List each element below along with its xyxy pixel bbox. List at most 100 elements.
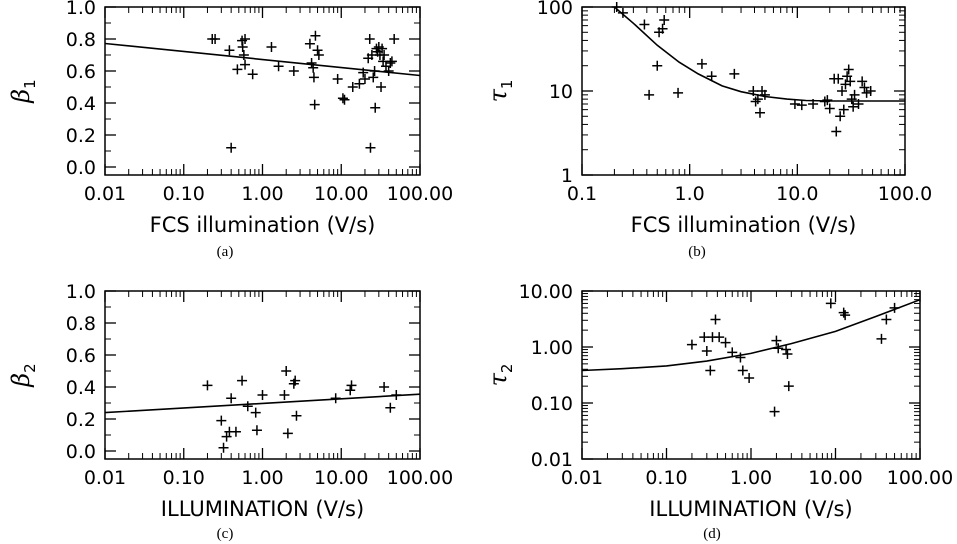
data-point <box>359 74 370 84</box>
data-point <box>291 410 302 421</box>
y-axis-symbol: τ <box>484 372 512 386</box>
y-tick-label: 1.0 <box>66 281 96 303</box>
y-axis-subscript: 2 <box>498 364 516 374</box>
data-point <box>750 96 761 107</box>
data-point <box>242 401 253 412</box>
plot-frame <box>581 290 921 460</box>
data-point <box>611 2 622 12</box>
data-point <box>237 42 248 52</box>
data-point <box>330 393 341 404</box>
x-tick-label: 10.00 <box>314 183 368 205</box>
data-point <box>337 93 348 104</box>
data-point <box>238 50 249 60</box>
data-point <box>226 142 237 153</box>
data-point <box>845 76 856 87</box>
data-point <box>216 415 227 426</box>
y-tick-label: 100 <box>537 0 573 19</box>
data-point <box>754 107 765 118</box>
data-point <box>379 50 390 60</box>
data-point <box>783 381 794 392</box>
data-point <box>308 62 319 73</box>
data-point <box>639 19 650 30</box>
y-axis-title: τ1 <box>484 80 516 103</box>
y-axis-subscript: 1 <box>21 79 39 89</box>
data-point <box>273 61 284 72</box>
x-tick-label: 0.10 <box>645 467 687 489</box>
data-point <box>835 111 846 122</box>
data-point <box>838 307 849 318</box>
data-point <box>308 72 319 83</box>
x-tick-label: 100.00 <box>887 467 953 489</box>
data-point <box>386 56 397 67</box>
data-point <box>313 50 324 60</box>
data-point <box>224 45 235 56</box>
x-tick-label: 1.00 <box>241 467 283 489</box>
data-point <box>701 345 712 356</box>
data-point <box>240 34 251 44</box>
data-point <box>857 76 868 87</box>
data-point <box>748 86 759 96</box>
y-tick-label: 0.6 <box>66 345 96 367</box>
data-point <box>859 82 870 93</box>
data-point <box>306 58 317 68</box>
data-point <box>377 43 388 54</box>
y-tick-label: 10.00 <box>519 281 573 303</box>
data-point <box>391 390 402 400</box>
data-point <box>210 34 221 44</box>
data-point <box>202 380 213 391</box>
data-point <box>617 7 628 18</box>
data-point <box>752 94 763 105</box>
data-point <box>824 103 835 114</box>
y-tick-label: 10 <box>549 81 573 103</box>
x-tick-label: 10.0 <box>776 183 818 205</box>
fit-curve <box>105 42 420 77</box>
data-point <box>379 382 390 392</box>
x-axis-title: FCS illumination (V/s) <box>150 213 376 237</box>
data-point <box>819 96 830 107</box>
x-tick-label: 10.00 <box>314 467 368 489</box>
data-point <box>837 86 848 96</box>
data-point <box>825 298 836 309</box>
data-point <box>644 89 655 100</box>
x-axis-title: ILLUMINATION (V/s) <box>161 497 364 521</box>
y-tick-label: 1.00 <box>531 337 573 359</box>
y-tick-label: 0.10 <box>531 393 573 415</box>
data-point <box>808 99 819 110</box>
data-point <box>257 390 268 400</box>
data-point <box>720 337 731 348</box>
data-point <box>281 366 292 376</box>
data-point <box>250 407 261 418</box>
data-point <box>312 45 323 56</box>
data-point <box>771 335 782 346</box>
data-point <box>332 74 343 84</box>
data-point <box>347 82 358 92</box>
data-point <box>843 64 854 75</box>
data-point <box>696 58 707 69</box>
x-tick-label: 1.00 <box>241 183 283 205</box>
data-point <box>714 332 725 343</box>
panel-caption: (b) <box>688 244 706 260</box>
data-point <box>735 352 746 363</box>
y-tick-label: 0.0 <box>66 441 96 463</box>
data-point <box>737 365 748 376</box>
data-point <box>226 393 237 404</box>
x-tick-label: 0.10 <box>163 183 205 205</box>
panel-c: 0.01 0.10 1.00 10.00 100.00 0.0 0.2 0.4 0.6 0.8 1.… <box>7 281 453 542</box>
data-point <box>889 302 900 313</box>
y-tick-label: 0.8 <box>66 29 96 51</box>
data-point <box>729 68 740 79</box>
panel-caption: (a) <box>217 244 234 260</box>
data-point <box>773 343 784 354</box>
x-tick-label: 1.0 <box>675 183 705 205</box>
y-tick-label: 0.8 <box>66 313 96 335</box>
data-point <box>881 314 892 325</box>
data-point <box>853 99 864 110</box>
x-tick-label: 1.00 <box>730 467 772 489</box>
y-tick-label: 0.6 <box>66 61 96 83</box>
data-point <box>769 406 780 417</box>
data-point <box>710 314 721 325</box>
data-point <box>686 339 697 350</box>
y-axis-title: τ2 <box>484 364 516 387</box>
data-point <box>673 87 684 98</box>
y-tick-label: 0.2 <box>66 125 96 147</box>
